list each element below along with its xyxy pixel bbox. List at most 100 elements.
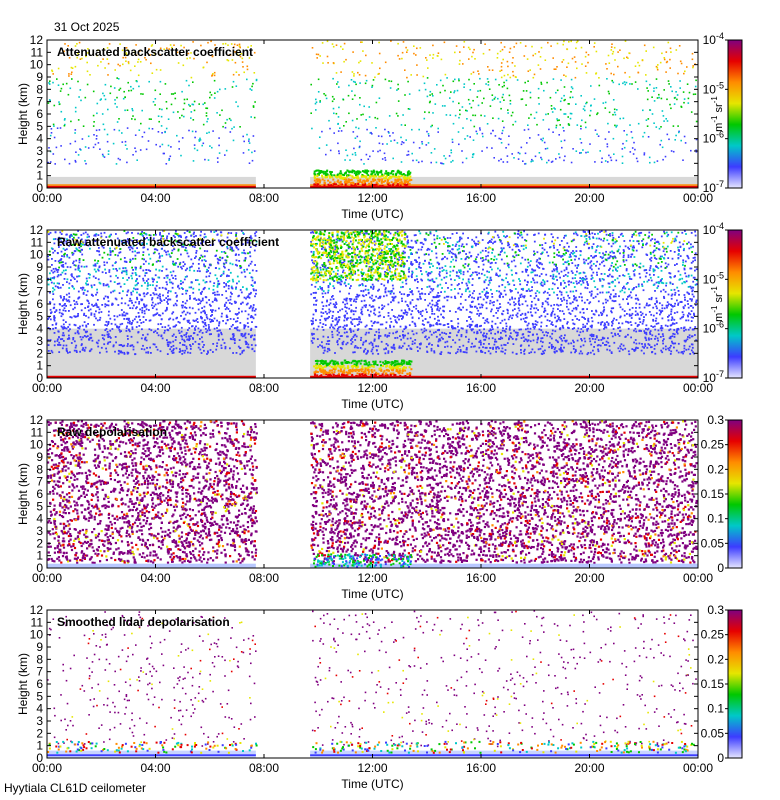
y-axis-label: Height (km) <box>16 83 30 145</box>
y-tick-label: 10 <box>30 58 44 72</box>
panel-title: Raw depolarisation <box>57 425 167 439</box>
y-tick-label: 12 <box>30 413 44 427</box>
y-tick-label: 7 <box>36 475 43 489</box>
surface-layer <box>310 375 698 378</box>
y-tick-label: 4 <box>36 702 43 716</box>
y-tick-label: 11 <box>31 45 44 59</box>
y-tick-label: 5 <box>36 689 43 703</box>
y-tick-label: 6 <box>36 297 43 311</box>
colorbar-tick-label: 0.3 <box>707 413 724 427</box>
surface-layer <box>310 754 698 757</box>
panel-title: Smoothed lidar depolarisation <box>57 615 230 629</box>
x-tick-label: 12:00 <box>357 761 387 775</box>
y-tick-label: 2 <box>36 536 43 550</box>
y-tick-label: 0 <box>36 181 43 195</box>
colorbar-tick-label: 0.2 <box>707 652 724 666</box>
heatmap-pixels <box>47 420 698 568</box>
panel-title: Raw attenuated backscatter coefficient <box>57 235 279 249</box>
x-tick-label: 20:00 <box>574 191 604 205</box>
y-tick-label: 11 <box>31 235 44 249</box>
colorbar-unit: m-1 sr-1 <box>710 96 725 132</box>
x-tick-label: 00:00 <box>32 761 62 775</box>
y-tick-label: 7 <box>36 665 43 679</box>
y-tick-label: 5 <box>36 499 43 513</box>
y-tick-label: 5 <box>36 309 43 323</box>
colorbar-tick-label: 0.1 <box>707 702 724 716</box>
y-tick-label: 7 <box>36 285 43 299</box>
surface-layer <box>47 185 256 188</box>
heatmap-pixels <box>47 610 698 758</box>
heatmap-pixels <box>47 230 698 378</box>
x-axis-label: Time (UTC) <box>341 397 403 411</box>
x-tick-label: 12:00 <box>357 381 387 395</box>
x-tick-label: 08:00 <box>249 191 279 205</box>
surface-layer <box>47 754 256 757</box>
x-tick-label: 00:00 <box>32 381 62 395</box>
y-tick-label: 2 <box>36 346 43 360</box>
colorbar-tick-label: 0.05 <box>701 726 725 740</box>
y-tick-label: 6 <box>36 487 43 501</box>
x-tick-label: 20:00 <box>574 571 604 585</box>
x-tick-label: 04:00 <box>140 761 170 775</box>
y-tick-label: 3 <box>36 714 43 728</box>
x-tick-label: 04:00 <box>140 381 170 395</box>
x-tick-label: 16:00 <box>466 191 496 205</box>
y-tick-label: 3 <box>36 334 43 348</box>
colorbar-tick-label: 0.1 <box>707 512 724 526</box>
colorbar-tick-label: 0 <box>717 751 724 765</box>
x-tick-label: 20:00 <box>574 381 604 395</box>
y-tick-label: 12 <box>30 33 44 47</box>
y-tick-label: 3 <box>36 144 43 158</box>
y-tick-label: 2 <box>36 726 43 740</box>
x-tick-label: 16:00 <box>466 381 496 395</box>
y-tick-label: 10 <box>30 438 44 452</box>
x-tick-label: 00:00 <box>683 761 713 775</box>
x-tick-label: 04:00 <box>140 191 170 205</box>
y-tick-label: 4 <box>36 512 43 526</box>
colorbar-tick-label: 10-4 <box>703 221 724 237</box>
y-tick-label: 10 <box>30 248 44 262</box>
y-tick-label: 1 <box>36 359 43 373</box>
colorbar-gradient <box>727 39 743 189</box>
colorbar: 10-7 10-6 10-5 10-4 m-1 sr-1 <box>703 221 743 385</box>
x-tick-label: 00:00 <box>32 191 62 205</box>
y-tick-label: 10 <box>30 628 44 642</box>
x-axis-label: Time (UTC) <box>341 207 403 221</box>
x-tick-label: 12:00 <box>357 571 387 585</box>
colorbar-tick-label: 0.25 <box>701 628 725 642</box>
colorbar-unit: m-1 sr-1 <box>710 286 725 322</box>
colorbar-tick-label: 0.3 <box>707 603 724 617</box>
y-tick-label: 12 <box>30 603 44 617</box>
x-tick-label: 16:00 <box>466 761 496 775</box>
colorbar-tick-label: 0 <box>717 561 724 575</box>
colorbar-tick-label: 0.15 <box>701 677 725 691</box>
y-tick-label: 9 <box>36 260 43 274</box>
heatmap-pixels <box>47 40 698 188</box>
y-tick-label: 4 <box>36 132 43 146</box>
plot-area <box>47 40 698 188</box>
y-tick-label: 8 <box>36 462 43 476</box>
colorbar-tick-label: 10-4 <box>703 31 724 47</box>
colorbar-tick-label: 0.2 <box>707 462 724 476</box>
colorbar: 0 0.05 0.1 0.15 0.2 0.25 0.3 <box>701 603 743 765</box>
colorbar-tick-label: 0.05 <box>701 536 725 550</box>
y-tick-label: 5 <box>36 119 43 133</box>
x-tick-label: 12:00 <box>357 191 387 205</box>
colorbar-tick-label: 10-5 <box>703 80 724 96</box>
surface-layer <box>310 185 698 188</box>
colorbar: 10-7 10-6 10-5 10-4 m-1 sr-1 <box>703 31 743 195</box>
y-axis-label: Height (km) <box>16 273 30 335</box>
y-axis-label: Height (km) <box>16 463 30 525</box>
y-tick-label: 1 <box>36 169 43 183</box>
date-label: 31 Oct 2025 <box>54 20 120 34</box>
y-tick-label: 2 <box>36 156 43 170</box>
colorbar-gradient <box>727 229 743 379</box>
x-tick-label: 08:00 <box>249 381 279 395</box>
y-tick-label: 7 <box>36 95 43 109</box>
colorbar-tick-label: 10-7 <box>703 369 724 385</box>
y-tick-label: 3 <box>36 524 43 538</box>
